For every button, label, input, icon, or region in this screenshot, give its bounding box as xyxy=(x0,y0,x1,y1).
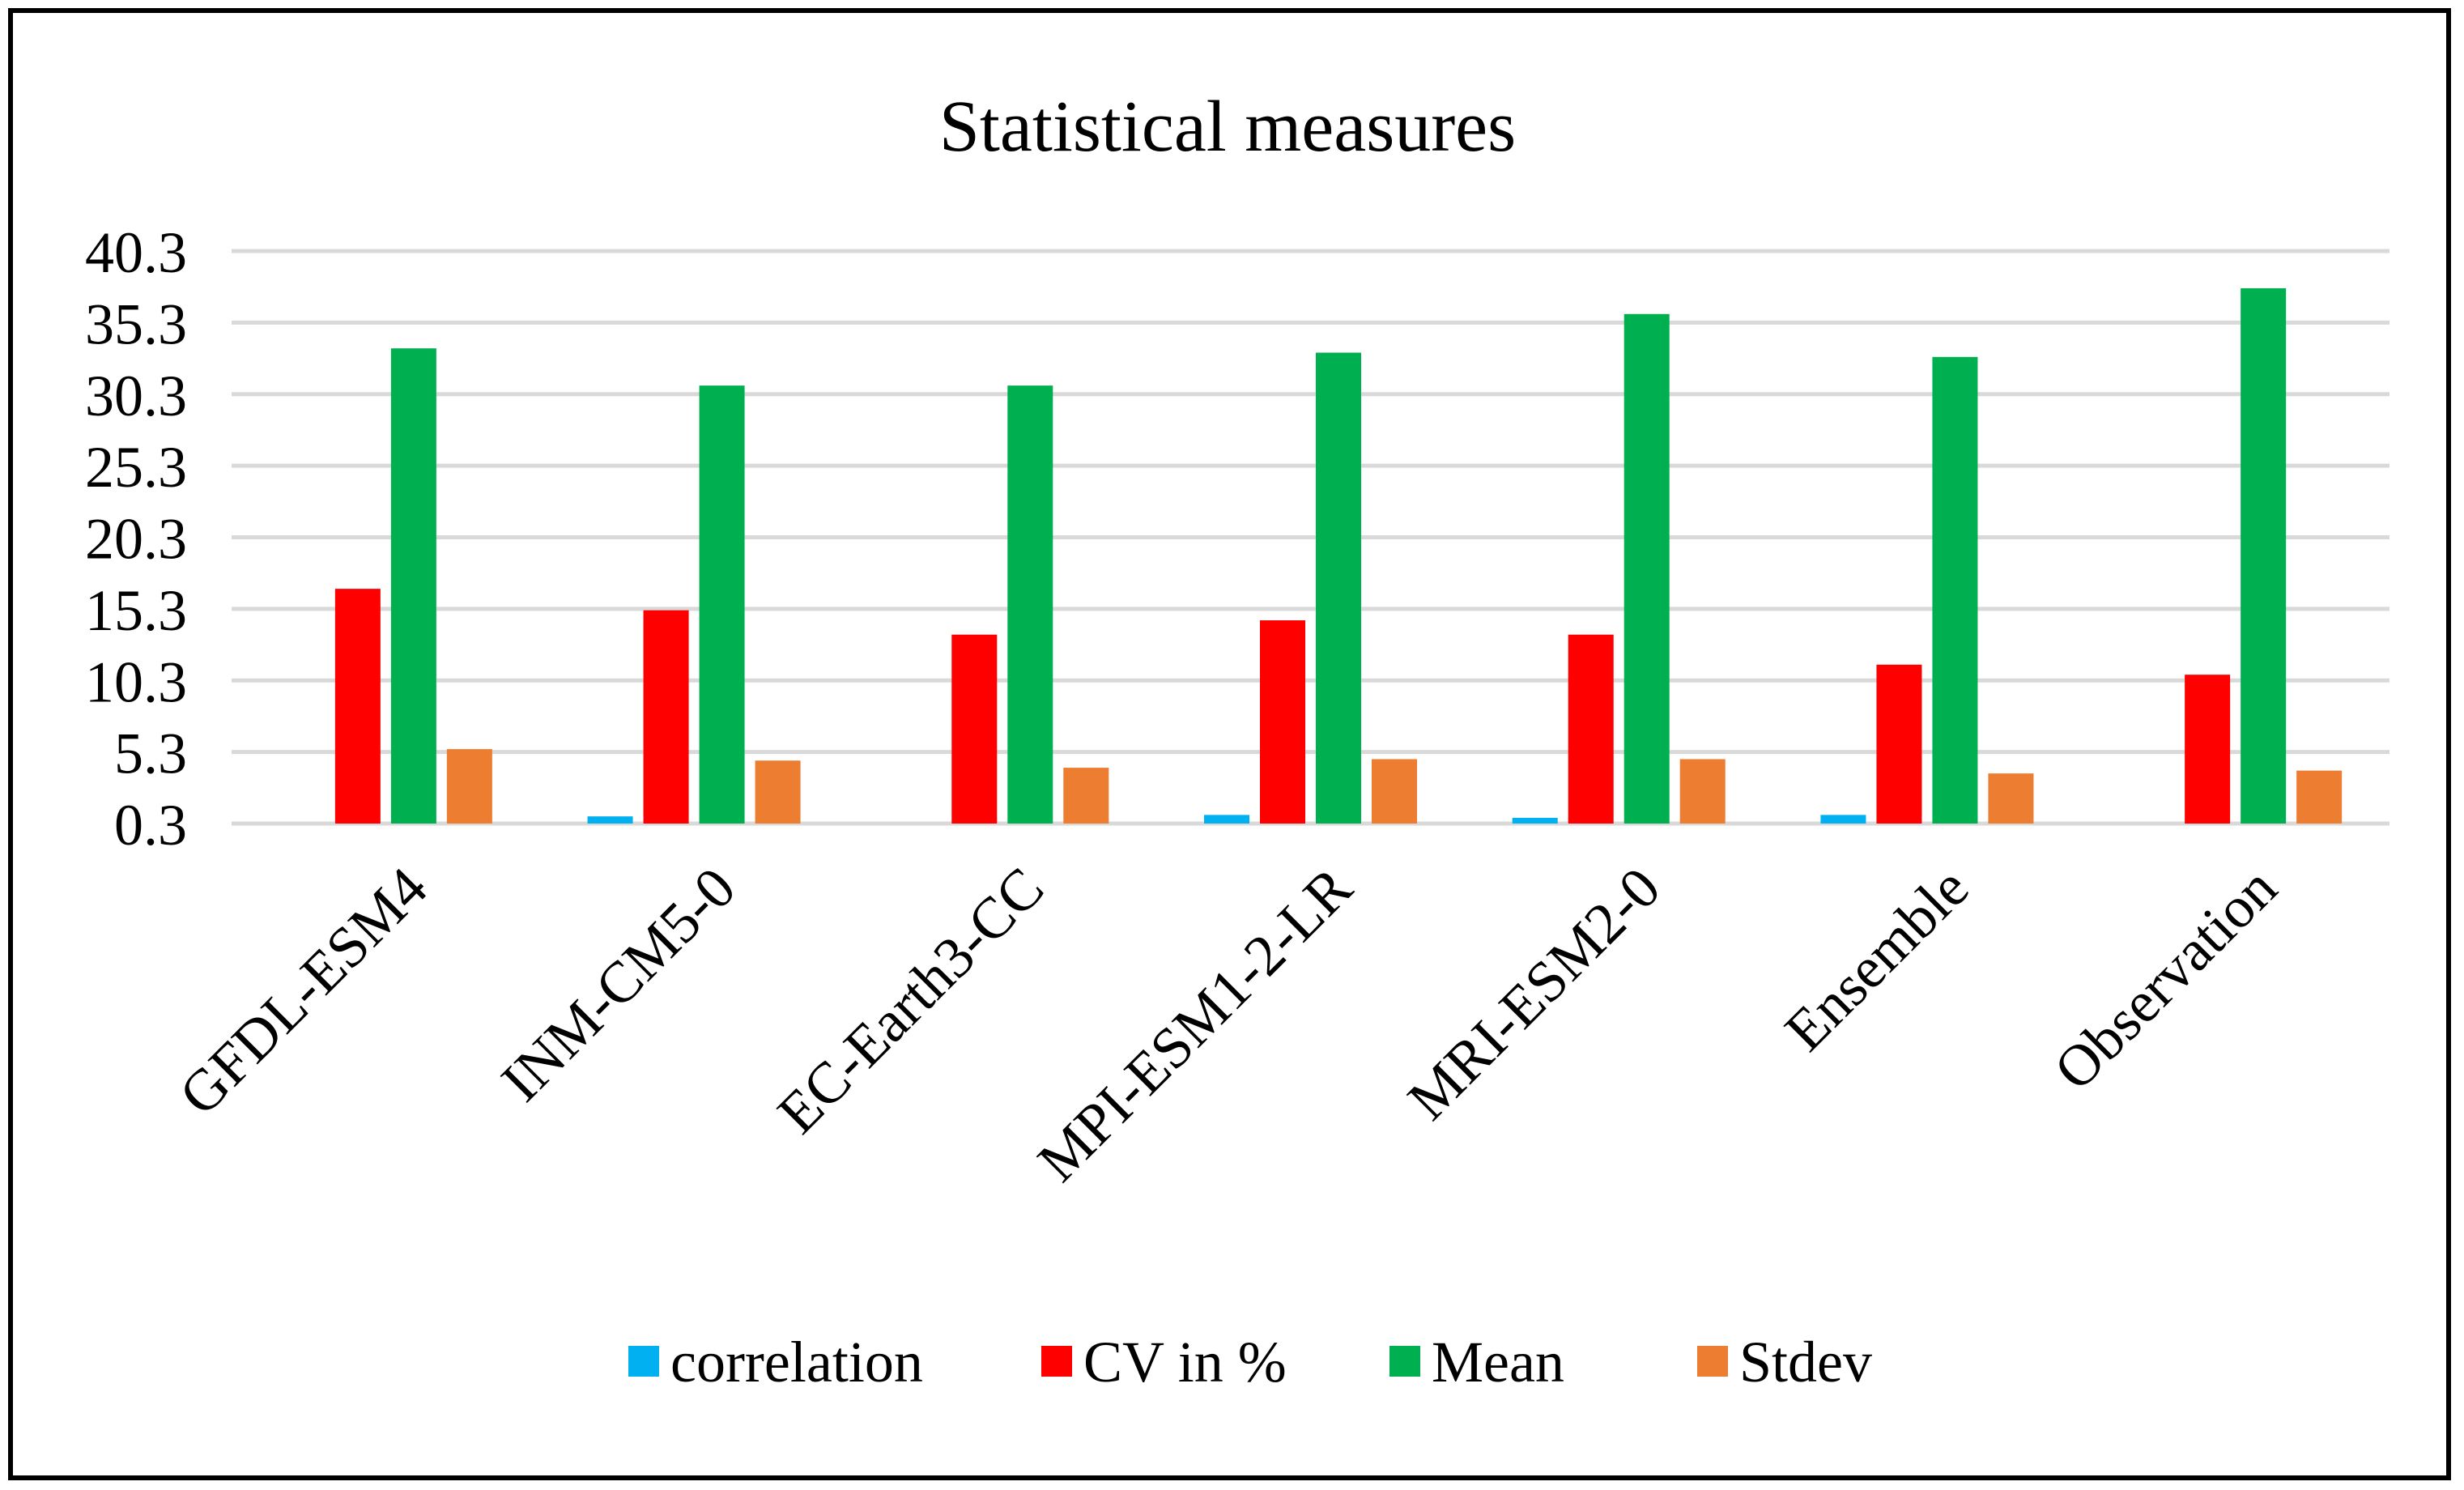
y-tick-label: 35.3 xyxy=(85,292,187,356)
bar-correlation-mri-esm2-0 xyxy=(1512,817,1558,824)
y-tick-label: 15.3 xyxy=(85,578,187,643)
legend-swatch xyxy=(628,1346,659,1377)
y-tick-label: 0.3 xyxy=(114,793,187,858)
bar-cv-in--ec-earth3-cc xyxy=(951,634,998,824)
x-tick-label: Ensemble xyxy=(1772,855,1981,1063)
bar-cv-in--gfdl-esm4 xyxy=(334,589,381,824)
bar-correlation-inm-cm5-0 xyxy=(587,816,633,824)
y-tick-label: 25.3 xyxy=(85,435,187,500)
bar-cv-in--mri-esm2-0 xyxy=(1568,634,1614,824)
x-axis-tick-labels: GFDL-ESM4 INM-CM5-0 EC-Earth3-CCMPI-ESM1-2… xyxy=(167,855,2289,1194)
x-tick-label: MPI-ESM1-2-LR xyxy=(1025,855,1364,1194)
chart-title: Statistical measures xyxy=(939,87,1516,167)
legend-swatch xyxy=(1389,1346,1420,1377)
x-tick-label: Observation xyxy=(2042,855,2289,1102)
bar-cv-in--ensemble xyxy=(1876,664,1922,824)
legend-label: Stdev xyxy=(1739,1330,1872,1394)
bar-cv-in--observation xyxy=(2185,675,2231,824)
legend-swatch xyxy=(1041,1346,1072,1377)
legend-label: correlation xyxy=(670,1330,923,1394)
y-tick-label: 5.3 xyxy=(114,722,187,786)
bar-stdev-ec-earth3-cc xyxy=(1063,768,1109,824)
chart-frame: Statistical measures 0.3 5.3 10.3 15.3 20.3 2… xyxy=(8,8,2451,1480)
bar-mean-gfdl-esm4 xyxy=(390,348,436,824)
bar-mean-mri-esm2-0 xyxy=(1624,313,1670,824)
bar-stdev-gfdl-esm4 xyxy=(446,749,492,824)
x-tick-label: GFDL-ESM4 xyxy=(167,855,440,1128)
x-tick-label: EC-Earth3-CC xyxy=(765,855,1056,1146)
legend-label: CV in % xyxy=(1083,1330,1287,1394)
bar-cv-in--mpi-esm1-2-lr xyxy=(1260,620,1305,824)
bar-stdev-mpi-esm1-2-lr xyxy=(1372,759,1417,824)
y-tick-label: 40.3 xyxy=(85,220,187,285)
bar-cv-in--inm-cm5-0 xyxy=(643,610,689,824)
bars xyxy=(334,287,2343,824)
bar-stdev-ensemble xyxy=(1988,773,2034,824)
bar-stdev-mri-esm2-0 xyxy=(1679,759,1726,824)
grid-lines xyxy=(232,249,2390,826)
bar-chart: Statistical measures 0.3 5.3 10.315.320.3 2… xyxy=(85,87,2390,1394)
legend: correlation CV in % Mean Stdev xyxy=(628,1330,1872,1394)
bar-mean-ensemble xyxy=(1932,356,1978,824)
bar-mean-ec-earth3-cc xyxy=(1007,385,1053,824)
y-tick-label: 30.3 xyxy=(85,364,187,428)
bar-correlation-ensemble xyxy=(1820,815,1866,824)
bar-mean-mpi-esm1-2-lr xyxy=(1316,352,1361,824)
x-tick-label: INM-CM5-0 xyxy=(489,855,748,1114)
bar-mean-observation xyxy=(2241,287,2287,824)
y-tick-label: 10.3 xyxy=(85,649,187,714)
y-axis-tick-labels: 0.3 5.3 10.315.320.3 25.3 30.3 35.3 40.3 xyxy=(85,220,187,858)
x-tick-label: MRI-ESM2-0 xyxy=(1395,855,1672,1132)
legend-label: Mean xyxy=(1432,1330,1564,1394)
legend-swatch xyxy=(1697,1346,1728,1377)
bar-stdev-inm-cm5-0 xyxy=(755,760,801,824)
bar-correlation-mpi-esm1-2-lr xyxy=(1204,815,1249,824)
bar-mean-inm-cm5-0 xyxy=(699,385,745,824)
y-tick-label: 20.3 xyxy=(85,507,187,572)
bar-stdev-observation xyxy=(2296,770,2343,824)
